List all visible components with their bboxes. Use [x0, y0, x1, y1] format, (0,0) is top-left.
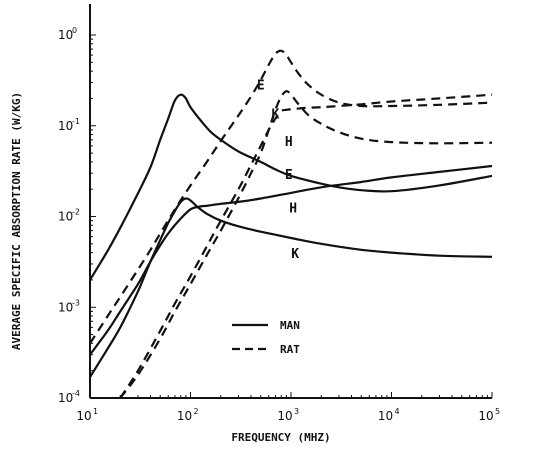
- curve-label-k: K: [291, 247, 299, 262]
- y-tick-exponent: -4: [72, 389, 80, 398]
- x-tick-label: 10: [76, 409, 91, 423]
- y-tick-label: 10: [58, 391, 73, 405]
- y-tick-label: 10: [58, 300, 73, 314]
- y-tick-exponent: -2: [72, 208, 80, 217]
- y-tick-label: 10: [58, 119, 73, 133]
- y-tick-exponent: -1: [72, 117, 80, 126]
- curve-label-e: E: [257, 79, 265, 94]
- legend-label-man: MAN: [280, 319, 300, 332]
- curve-label-h: H: [289, 202, 297, 217]
- x-tick-label: 10: [177, 409, 192, 423]
- y-tick-exponent: -3: [72, 298, 80, 307]
- series-man-k-line: [89, 197, 493, 378]
- curve-label-e: E: [285, 168, 293, 183]
- series-rat-e-line: [89, 49, 493, 344]
- x-tick-label: 10: [277, 409, 292, 423]
- curve-label-k: K: [272, 108, 280, 123]
- series-rat-k-line: [119, 90, 493, 399]
- x-tick-exponent: 1: [93, 407, 98, 416]
- x-axis-label: FREQUENCY (MHZ): [231, 431, 330, 444]
- legend: MAN RAT: [232, 319, 300, 356]
- data-series: [89, 49, 493, 399]
- series-rat-h-line: [119, 93, 493, 399]
- legend-label-rat: RAT: [280, 343, 300, 356]
- tick-marks: [89, 34, 493, 399]
- x-tick-exponent: 2: [194, 407, 199, 416]
- series-man-h-line: [89, 164, 493, 356]
- x-tick-exponent: 4: [395, 407, 400, 416]
- y-tick-exponent: 0: [72, 26, 77, 35]
- series-man-e-line: [89, 93, 493, 281]
- x-tick-exponent: 5: [495, 407, 500, 416]
- curve-label-h: H: [285, 135, 293, 150]
- y-tick-label: 10: [58, 210, 73, 224]
- y-tick-label: 10: [58, 28, 73, 42]
- x-tick-label: 10: [478, 409, 493, 423]
- y-axis-label: AVERAGE SPECIFIC ABSORPTION RATE (W/KG): [10, 92, 23, 350]
- x-tick-exponent: 3: [294, 407, 299, 416]
- x-tick-label: 10: [378, 409, 393, 423]
